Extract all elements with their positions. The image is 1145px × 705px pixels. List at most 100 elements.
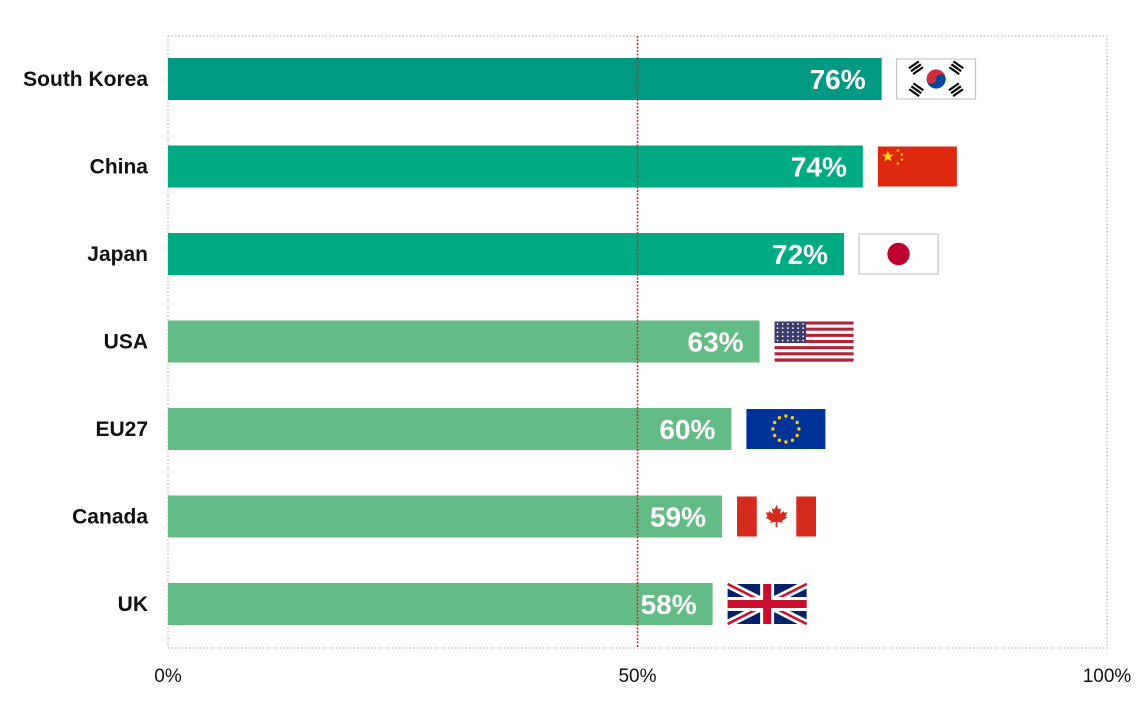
value-label-eu27: 60%	[659, 414, 715, 445]
flag-star	[802, 327, 805, 330]
flag-star	[802, 323, 805, 325]
flag-star	[797, 335, 799, 338]
value-label-uk: 58%	[641, 589, 697, 620]
bar-japan	[168, 233, 845, 275]
flag-star	[797, 339, 799, 342]
flag-stripe	[774, 352, 854, 356]
flag-stripe	[774, 327, 854, 331]
flag-star	[776, 327, 779, 330]
flag-trigram-bar	[948, 82, 960, 92]
flag-trigram-bar	[910, 63, 922, 73]
flag-star	[781, 339, 784, 342]
japan-flag	[858, 233, 939, 275]
flag-trigram-bar	[912, 82, 924, 92]
flag-star	[786, 335, 789, 338]
flag-star	[797, 327, 799, 330]
flag-stripe	[774, 349, 854, 353]
bar-south-korea	[168, 58, 882, 100]
value-label-japan: 72%	[772, 239, 828, 270]
flag-cross-red	[727, 600, 807, 608]
eu-flag	[746, 409, 826, 449]
flag-stripe	[774, 336, 854, 341]
value-label-usa: 63%	[688, 327, 744, 358]
flag-star	[772, 433, 777, 438]
flag-star	[786, 339, 789, 342]
flag-star	[790, 416, 795, 420]
flag-maple-leaf	[765, 504, 788, 528]
flag-star	[802, 339, 805, 342]
flag-field	[877, 146, 957, 187]
flag-star	[792, 339, 794, 342]
flag-star	[772, 420, 777, 425]
flag-star	[786, 331, 789, 334]
flag-left-band	[737, 496, 757, 537]
uk-flag	[725, 580, 809, 628]
flag-stripe	[774, 333, 854, 338]
bar-eu27	[168, 408, 732, 450]
x-tick-label: 100%	[1083, 666, 1132, 687]
flag-star	[786, 323, 789, 325]
flag-star	[776, 339, 779, 342]
flag-trigram-bar	[952, 88, 964, 98]
flag-star	[792, 335, 794, 338]
flag-star	[802, 335, 805, 338]
flag-stripe	[774, 343, 854, 347]
value-label-china: 74%	[791, 152, 847, 183]
flag-star	[776, 323, 779, 325]
flag-trigram-bar	[910, 85, 922, 95]
bar-canada	[168, 495, 723, 538]
category-label-japan: Japan	[87, 243, 148, 266]
flag-star	[797, 427, 801, 431]
flag-small-star	[899, 152, 904, 157]
flag-trigram-bar	[948, 66, 960, 76]
flag-star	[781, 327, 784, 330]
flag-trigram-bar	[912, 66, 924, 76]
flag-trigram	[948, 82, 964, 98]
flag-trigram	[948, 60, 964, 76]
flag-star	[784, 440, 788, 444]
flag-stripe	[774, 358, 854, 362]
flag-trigram-bar	[952, 60, 964, 70]
flag-stripe	[774, 321, 854, 325]
flag-taeguk-swirl-red	[926, 74, 937, 84]
category-label-usa: USA	[104, 331, 148, 354]
flag-star	[802, 331, 805, 334]
flag-stripe	[774, 330, 854, 335]
flag-star	[792, 327, 794, 330]
flag-star	[776, 331, 779, 334]
flag-star	[776, 335, 779, 338]
flag-star	[777, 438, 782, 442]
flag-trigram	[908, 82, 924, 98]
flag-canton	[774, 321, 807, 344]
south-korea-flag	[896, 58, 977, 100]
bar-uk	[168, 583, 713, 625]
flag-sun-disc	[887, 242, 910, 266]
category-label-china: China	[90, 156, 149, 179]
flag-star	[781, 335, 784, 338]
value-label-south-korea: 76%	[810, 64, 866, 95]
flag-star	[792, 323, 794, 325]
flag-star	[797, 323, 799, 325]
flag-trigram-bar	[908, 88, 920, 98]
value-label-canada: 59%	[650, 502, 706, 533]
flag-stripe	[774, 346, 854, 350]
canada-flag	[737, 496, 817, 537]
flag-trigram-bar	[908, 60, 920, 70]
flag-star	[771, 427, 775, 431]
flag-trigram-bar	[950, 85, 962, 95]
flag-big-star	[882, 150, 894, 162]
flag-small-star	[899, 157, 904, 162]
flag-star	[781, 331, 784, 334]
flag-stripe	[774, 339, 854, 344]
flag-trigram	[908, 60, 924, 76]
flag-small-star	[895, 161, 900, 166]
flag-star	[792, 331, 794, 334]
flag-star	[786, 327, 789, 330]
flag-star	[790, 438, 795, 442]
flag-star	[781, 323, 784, 325]
flag-star	[795, 433, 799, 438]
flag-star	[777, 416, 782, 420]
usa-flag	[774, 321, 854, 362]
bar-usa	[168, 320, 760, 363]
